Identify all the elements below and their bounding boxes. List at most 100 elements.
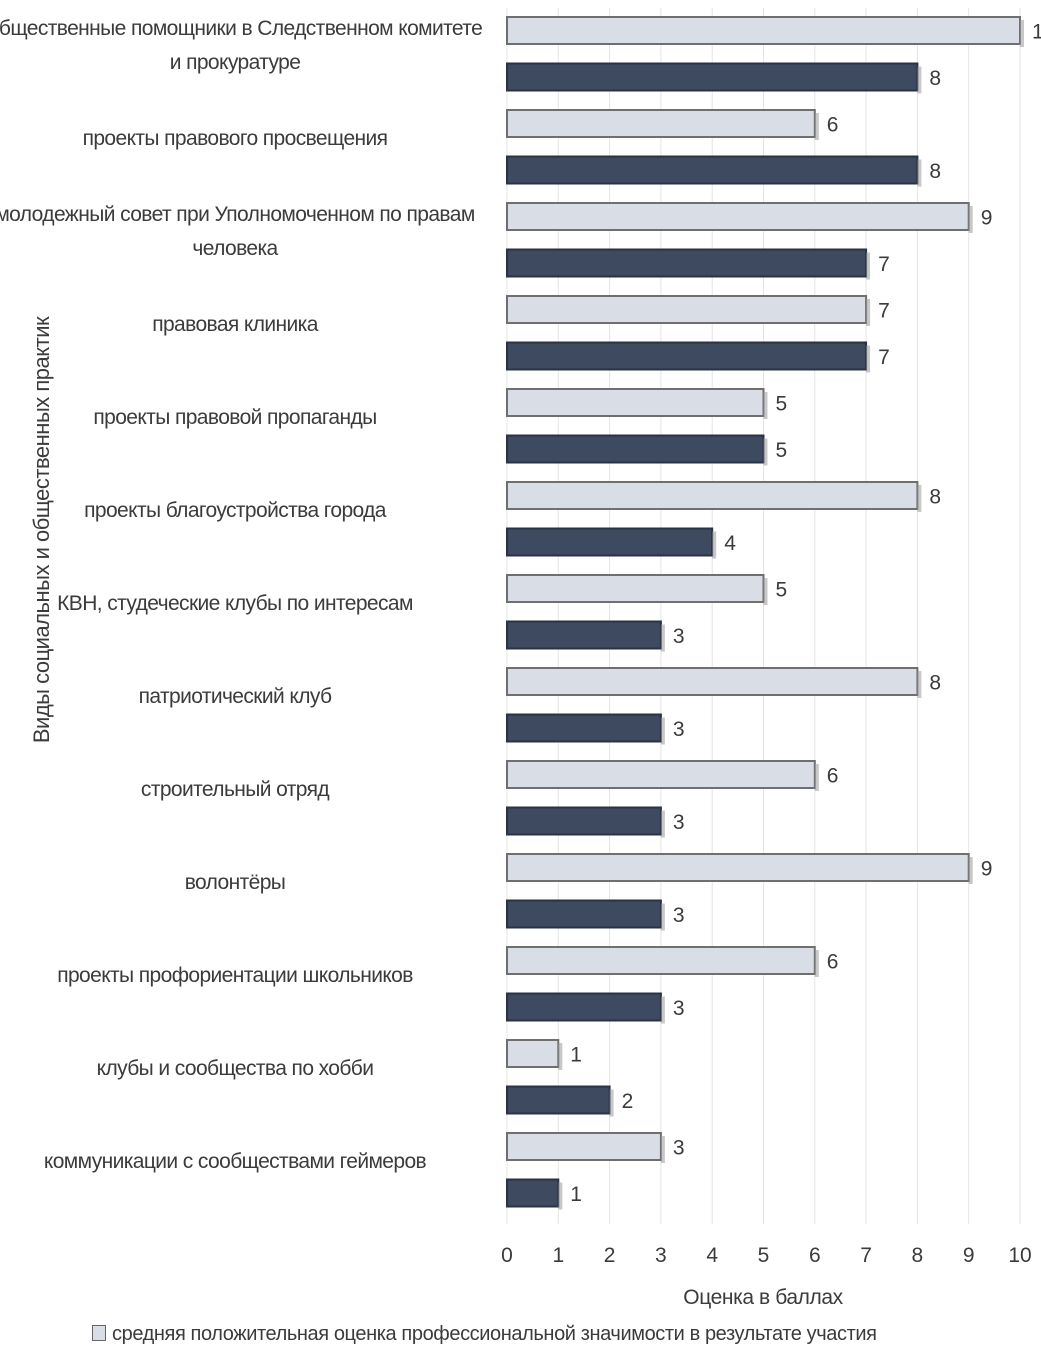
bar bbox=[506, 946, 816, 975]
x-tick-label: 7 bbox=[860, 1244, 872, 1267]
bar-shadow bbox=[814, 950, 819, 977]
category-label: волонтёры bbox=[184, 870, 286, 894]
bar-shadow bbox=[917, 159, 922, 187]
data-label: 8 bbox=[929, 160, 941, 183]
x-tick-label: 2 bbox=[604, 1244, 616, 1267]
bar-shadow bbox=[660, 717, 665, 745]
category-label: проекты профориентации школьников bbox=[57, 963, 413, 987]
x-tick-label: 4 bbox=[706, 1244, 718, 1267]
bar-shadow bbox=[968, 857, 973, 884]
x-tick-label: 10 bbox=[1008, 1244, 1031, 1267]
bar bbox=[506, 992, 662, 1022]
legend-entry: средняя положительная оценка профессиона… bbox=[112, 1323, 877, 1345]
data-label: 9 bbox=[981, 207, 993, 230]
bar bbox=[506, 760, 816, 789]
bar-shadow bbox=[763, 578, 768, 605]
category-label: проекты благоустройства города bbox=[84, 498, 386, 522]
data-label: 3 bbox=[673, 1137, 685, 1160]
bar bbox=[506, 295, 868, 324]
bar bbox=[506, 388, 765, 417]
bar-shadow bbox=[660, 810, 665, 838]
bar bbox=[506, 1132, 662, 1161]
category-label: общественные помощники в Следственном ко… bbox=[0, 16, 483, 74]
bar bbox=[506, 1178, 560, 1208]
bar bbox=[506, 155, 919, 185]
data-label: 6 bbox=[827, 765, 839, 788]
bar-shadow bbox=[866, 299, 871, 326]
category-label: молодежный совет при Уполномоченном по п… bbox=[0, 202, 475, 260]
data-label: 4 bbox=[724, 532, 736, 555]
bar bbox=[506, 202, 970, 231]
x-tick-label: 0 bbox=[501, 1244, 513, 1267]
x-tick-label: 1 bbox=[552, 1244, 564, 1267]
data-label: 8 bbox=[929, 67, 941, 90]
bar bbox=[506, 713, 662, 743]
bar-shadow bbox=[558, 1043, 563, 1070]
x-tick-label: 6 bbox=[809, 1244, 821, 1267]
data-label: 5 bbox=[776, 579, 788, 602]
data-label: 3 bbox=[673, 718, 685, 741]
bar-shadow bbox=[814, 764, 819, 791]
grid-lines bbox=[506, 8, 1021, 1224]
bar-shadow bbox=[660, 903, 665, 931]
bar bbox=[506, 620, 662, 650]
bar-shadow bbox=[763, 392, 768, 419]
bar bbox=[506, 62, 919, 92]
data-label: 8 bbox=[929, 672, 941, 695]
category-label: коммуникации с сообществами геймеров bbox=[43, 1149, 427, 1173]
x-tick-label: 5 bbox=[758, 1244, 770, 1267]
data-label: 3 bbox=[673, 904, 685, 927]
bar bbox=[506, 341, 868, 371]
bar bbox=[506, 1085, 611, 1115]
bar-shadow bbox=[660, 624, 665, 652]
bar bbox=[506, 574, 765, 603]
bar-shadow bbox=[917, 66, 922, 94]
data-label: 6 bbox=[827, 114, 839, 137]
category-label: патриотический клуб bbox=[138, 684, 332, 708]
data-label: 9 bbox=[981, 858, 993, 881]
data-label: 5 bbox=[776, 439, 788, 462]
bar-shadow bbox=[866, 345, 871, 373]
data-label: 5 bbox=[776, 393, 788, 416]
data-label: 1 bbox=[570, 1044, 582, 1067]
data-label: 10 bbox=[1032, 21, 1041, 44]
data-label: 2 bbox=[622, 1090, 634, 1113]
bars-group bbox=[506, 16, 1024, 1210]
data-label: 1 bbox=[570, 1183, 582, 1206]
data-label: 8 bbox=[929, 486, 941, 509]
data-label: 3 bbox=[673, 997, 685, 1020]
bar-shadow bbox=[712, 531, 717, 559]
bar bbox=[506, 899, 662, 929]
bar bbox=[506, 248, 868, 278]
bar bbox=[506, 667, 919, 696]
bar-shadow bbox=[917, 485, 922, 512]
bar-shadow bbox=[660, 996, 665, 1024]
data-label: 7 bbox=[878, 346, 890, 369]
bar bbox=[506, 527, 714, 557]
data-label: 3 bbox=[673, 811, 685, 834]
x-axis-label: Оценка в баллах bbox=[683, 1286, 843, 1309]
category-label: клубы и сообщества по хобби bbox=[96, 1056, 374, 1080]
bar bbox=[506, 481, 919, 510]
x-tick-label: 8 bbox=[912, 1244, 924, 1267]
bar-shadow bbox=[558, 1182, 563, 1210]
data-label: 7 bbox=[878, 253, 890, 276]
bar bbox=[506, 1039, 560, 1068]
bar-shadow bbox=[1020, 20, 1024, 47]
x-tick-labels: 0 1 2 3 4 5 6 7 8 9 10 bbox=[501, 1244, 1032, 1267]
category-label: строительный отряд bbox=[140, 777, 330, 801]
bar bbox=[506, 16, 1021, 45]
bar bbox=[506, 109, 816, 138]
bar bbox=[506, 434, 765, 464]
category-label: проекты правовой пропаганды bbox=[93, 405, 377, 429]
legend-swatch bbox=[92, 1325, 106, 1341]
bar bbox=[506, 853, 970, 882]
bar-shadow bbox=[917, 671, 922, 698]
category-label: КВН, студеческие клубы по интересам bbox=[57, 591, 413, 615]
category-label: правовая клиника bbox=[152, 312, 318, 336]
data-label: 3 bbox=[673, 625, 685, 648]
bar-shadow bbox=[866, 252, 871, 280]
bar-shadow bbox=[814, 113, 819, 140]
bar bbox=[506, 806, 662, 836]
